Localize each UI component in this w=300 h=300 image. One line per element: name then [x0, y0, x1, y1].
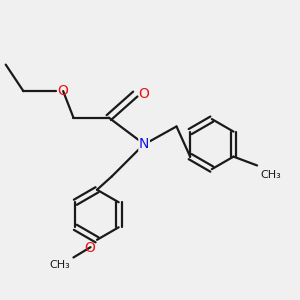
- Text: O: O: [57, 84, 68, 98]
- Text: O: O: [138, 87, 149, 101]
- Text: N: N: [139, 137, 149, 151]
- Text: O: O: [85, 241, 95, 255]
- Text: CH₃: CH₃: [50, 260, 70, 270]
- Text: CH₃: CH₃: [260, 170, 281, 180]
